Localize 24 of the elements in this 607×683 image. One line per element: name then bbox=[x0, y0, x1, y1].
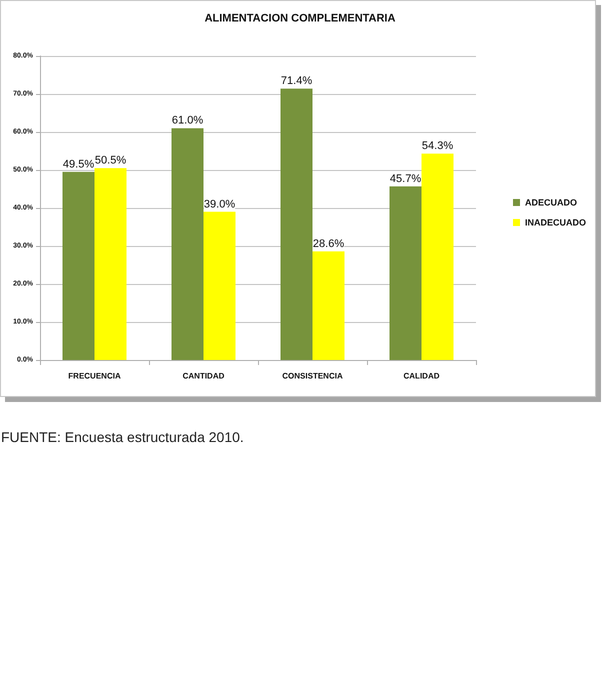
x-tick-label: CANTIDAD bbox=[182, 372, 225, 380]
chart-title: ALIMENTACION COMPLEMENTARIA bbox=[204, 12, 396, 24]
legend-label: INADECUADO bbox=[525, 218, 586, 228]
bar bbox=[172, 128, 204, 360]
bar bbox=[204, 212, 236, 360]
data-label: 39.0% bbox=[204, 198, 236, 210]
data-label: 50.5% bbox=[94, 154, 126, 167]
source-note: FUENTE: Encuesta estructurada 2010. bbox=[1, 429, 244, 445]
bar bbox=[312, 251, 344, 360]
data-label: 61.0% bbox=[172, 114, 204, 127]
data-label: 45.7% bbox=[390, 172, 422, 185]
data-label: 54.3% bbox=[422, 140, 454, 152]
x-tick-label: FRECUENCIA bbox=[68, 372, 121, 380]
data-label: 28.6% bbox=[312, 238, 344, 250]
bar bbox=[94, 168, 126, 360]
bar bbox=[62, 172, 94, 360]
bar bbox=[422, 154, 454, 360]
data-label: 71.4% bbox=[280, 75, 312, 88]
x-tick-label: CALIDAD bbox=[404, 372, 440, 380]
bar bbox=[390, 186, 422, 360]
x-tick-label: CONSISTENCIA bbox=[282, 372, 343, 380]
bar bbox=[280, 88, 312, 360]
legend-label: ADECUADO bbox=[525, 198, 578, 208]
data-label: 49.5% bbox=[62, 158, 94, 170]
